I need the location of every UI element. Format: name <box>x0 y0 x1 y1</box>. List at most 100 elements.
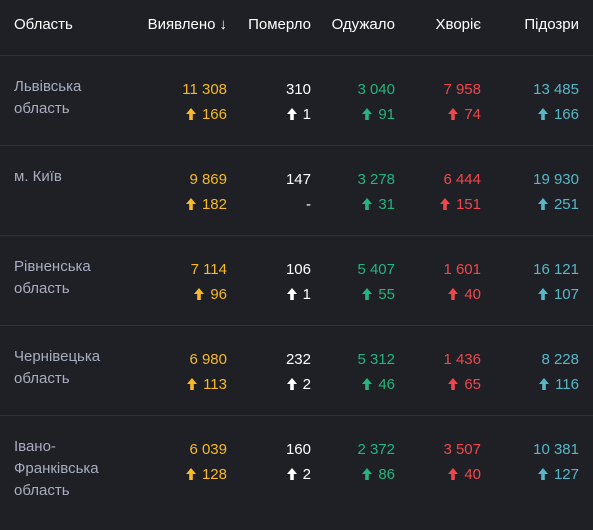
recovered-delta: 46 <box>362 376 395 393</box>
suspected-delta-text: 251 <box>553 196 579 213</box>
detected-delta-text: 96 <box>210 286 227 303</box>
arrow-up-icon <box>362 287 373 300</box>
suspected-value: 19 930 <box>533 171 579 188</box>
arrow-up-icon <box>537 467 548 480</box>
died-delta: 2 <box>286 466 311 483</box>
sick-value: 1 436 <box>443 351 481 368</box>
died-value: 106 <box>285 261 311 278</box>
sick-value: 6 444 <box>443 171 481 188</box>
sick-delta-text: 74 <box>464 106 481 123</box>
recovered-delta: 91 <box>362 106 395 123</box>
arrow-up-icon <box>448 107 459 120</box>
header-detected-label: Виявлено <box>147 16 216 33</box>
detected-value: 6 039 <box>189 441 227 458</box>
arrow-up-icon <box>286 287 297 300</box>
suspected-value: 13 485 <box>533 81 579 98</box>
header-region[interactable]: Область <box>14 16 73 33</box>
died-delta-text: - <box>306 196 311 213</box>
header-sick[interactable]: Хворіє <box>435 16 481 33</box>
arrow-up-icon <box>362 467 373 480</box>
sick-delta-text: 151 <box>455 196 481 213</box>
sick-value: 3 507 <box>443 441 481 458</box>
arrow-up-icon <box>537 197 548 210</box>
header-suspected[interactable]: Підозри <box>524 16 579 33</box>
table-row[interactable]: Чернівецька область 6 980 113 232 2 5 312 46 1 … <box>0 326 593 416</box>
died-delta-text: 1 <box>302 106 311 123</box>
table-row[interactable]: Рівненська область 7 114 96 106 1 5 407 55 1 60… <box>0 236 593 326</box>
recovered-value: 5 312 <box>357 351 395 368</box>
detected-value: 9 869 <box>189 171 227 188</box>
header-detected[interactable]: Виявлено ↓ <box>148 16 227 33</box>
detected-delta: 96 <box>194 286 227 303</box>
recovered-delta: 86 <box>362 466 395 483</box>
suspected-delta-text: 127 <box>553 466 579 483</box>
arrow-up-icon <box>286 107 297 120</box>
died-delta: 1 <box>286 106 311 123</box>
region-name: Рівненська область <box>14 258 91 297</box>
sick-delta: 40 <box>448 466 481 483</box>
suspected-delta-text: 107 <box>553 286 579 303</box>
suspected-value: 16 121 <box>533 261 579 278</box>
recovered-delta: 55 <box>362 286 395 303</box>
arrow-up-icon <box>448 467 459 480</box>
sick-value: 7 958 <box>443 81 481 98</box>
suspected-delta: 107 <box>537 286 579 303</box>
suspected-delta-text: 166 <box>553 106 579 123</box>
arrow-up-icon <box>187 377 198 390</box>
detected-delta: 166 <box>185 106 227 123</box>
region-name: Чернівецька область <box>14 348 101 387</box>
header-died[interactable]: Померло <box>248 16 311 33</box>
arrow-up-icon <box>539 377 550 390</box>
arrow-up-icon <box>362 107 373 120</box>
suspected-value: 8 228 <box>541 351 579 368</box>
sick-delta: 65 <box>448 376 481 393</box>
sick-delta: 74 <box>448 106 481 123</box>
died-value: 310 <box>285 81 311 98</box>
detected-delta-text: 166 <box>201 106 227 123</box>
region-name: Івано-Франківська область <box>14 438 99 499</box>
arrow-up-icon <box>537 107 548 120</box>
detected-value: 7 114 <box>190 261 227 278</box>
sick-delta: 151 <box>439 196 481 213</box>
table-header: Область Виявлено ↓ Померло Одужало Хворіє… <box>0 0 593 56</box>
region-name: Львівська область <box>14 78 82 117</box>
recovered-value: 3 278 <box>357 171 395 188</box>
sort-down-arrow-icon: ↓ <box>219 16 228 33</box>
suspected-delta: 127 <box>537 466 579 483</box>
arrow-up-icon <box>194 287 205 300</box>
detected-value: 11 308 <box>182 81 227 98</box>
detected-delta: 182 <box>185 196 227 213</box>
arrow-up-icon <box>362 377 373 390</box>
died-value: 232 <box>285 351 311 368</box>
recovered-value: 3 040 <box>357 81 395 98</box>
arrow-up-icon <box>185 197 196 210</box>
died-delta-text: 2 <box>302 466 311 483</box>
sick-delta-text: 40 <box>464 466 481 483</box>
died-delta: - <box>306 196 311 213</box>
suspected-delta-text: 116 <box>555 376 579 393</box>
arrow-up-icon <box>448 287 459 300</box>
table-row[interactable]: м. Київ 9 869 182 147 - 3 278 31 6 444 151 19 930… <box>0 146 593 236</box>
arrow-up-icon <box>362 197 373 210</box>
header-recovered[interactable]: Одужало <box>331 16 395 33</box>
arrow-up-icon <box>448 377 459 390</box>
arrow-up-icon <box>439 197 450 210</box>
detected-value: 6 980 <box>189 351 227 368</box>
arrow-up-icon <box>537 287 548 300</box>
recovered-delta-text: 31 <box>378 196 395 213</box>
sick-delta-text: 65 <box>464 376 481 393</box>
detected-delta-text: 128 <box>201 466 227 483</box>
suspected-delta: 251 <box>537 196 579 213</box>
suspected-delta: 116 <box>539 376 579 393</box>
recovered-delta-text: 55 <box>378 286 395 303</box>
suspected-delta: 166 <box>537 106 579 123</box>
sick-delta: 40 <box>448 286 481 303</box>
detected-delta-text: 182 <box>201 196 227 213</box>
recovered-delta-text: 46 <box>378 376 395 393</box>
detected-delta-text: 113 <box>203 376 227 393</box>
died-delta: 2 <box>286 376 311 393</box>
table-row[interactable]: Львівська область 11 308 166 310 1 3 040 91 7 9… <box>0 56 593 146</box>
table-row[interactable]: Івано-Франківська область 6 039 128 160 2 2 3… <box>0 416 593 530</box>
arrow-up-icon <box>185 107 196 120</box>
